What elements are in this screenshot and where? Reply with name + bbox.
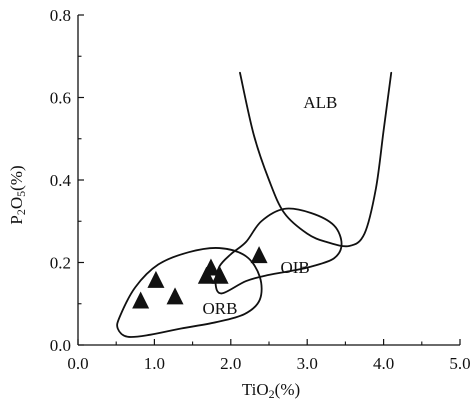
x-axis-label-subscript: 2 <box>269 387 275 401</box>
data-point-triangle <box>132 291 150 309</box>
y-tick-label: 0.8 <box>50 6 71 25</box>
y-axis-label: P2O5(%) <box>7 165 28 224</box>
y-axis-label-base1: P <box>7 215 26 224</box>
data-point-triangle <box>211 266 229 284</box>
x-tick-label: 0.0 <box>67 354 88 373</box>
plot-area: ALB OIB ORB <box>116 71 393 338</box>
data-point-triangle <box>250 246 268 264</box>
x-tick-label: 1.0 <box>144 354 165 373</box>
y-axis-label-base2: O <box>7 197 26 209</box>
data-point-triangle <box>166 287 184 305</box>
y-tick-label: 0.6 <box>50 89 71 108</box>
orb-field-label: ORB <box>203 299 238 318</box>
x-axis-label: TiO2(%) <box>242 380 300 401</box>
alb-field-boundary <box>239 71 393 248</box>
y-axis-label-sub2: 5 <box>14 191 28 197</box>
x-tick-label: 3.0 <box>297 354 318 373</box>
y-tick-label: 0.0 <box>50 336 71 355</box>
x-tick-label: 5.0 <box>449 354 470 373</box>
alb-field-label: ALB <box>303 93 337 112</box>
x-tick-label: 4.0 <box>373 354 394 373</box>
y-tick-label: 0.4 <box>50 171 72 190</box>
data-point-triangle <box>147 270 165 288</box>
y-tick-label: 0.2 <box>50 254 71 273</box>
y-axis-label-sub1: 2 <box>14 209 28 215</box>
axis-labels: TiO2(%)P2O5(%) <box>7 165 300 401</box>
oib-field-label: OIB <box>280 258 309 277</box>
y-axis-label-unit: (%) <box>7 165 26 190</box>
axes: 0.0 1.0 2.0 3.0 4.0 5.0 0.0 0.2 0.4 0.6 0.8 <box>50 6 471 373</box>
orb-field-boundary <box>116 247 263 338</box>
x-axis-label-unit: (%) <box>275 380 300 399</box>
x-axis-label-base: TiO <box>242 380 269 399</box>
data-point-triangle <box>202 258 220 276</box>
x-tick-label: 2.0 <box>220 354 241 373</box>
